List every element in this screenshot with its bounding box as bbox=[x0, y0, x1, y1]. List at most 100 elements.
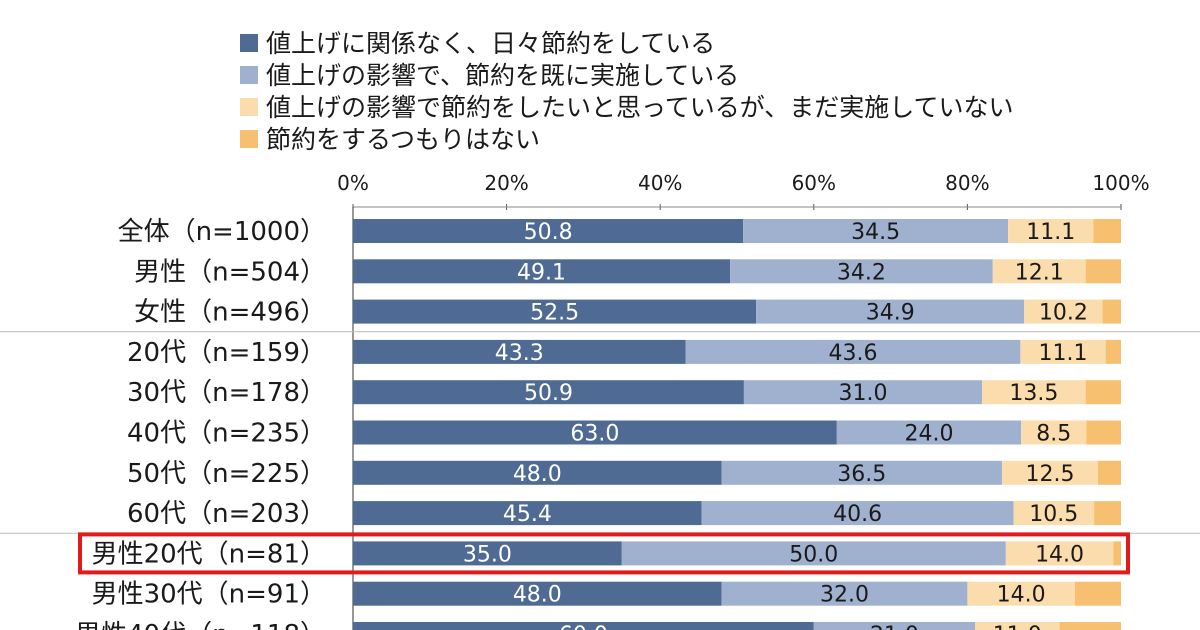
data-label: 40.6 bbox=[833, 502, 882, 527]
data-label: 60.0 bbox=[559, 623, 608, 630]
x-tick-label: 60% bbox=[792, 171, 836, 195]
bar-segment bbox=[701, 501, 1014, 526]
bar-segment bbox=[1020, 339, 1106, 364]
data-label: 43.3 bbox=[495, 341, 544, 366]
category-label: 男性40代（n=118） bbox=[75, 620, 326, 630]
data-label: 11.1 bbox=[1039, 341, 1088, 366]
data-label: 48.0 bbox=[513, 583, 562, 608]
category-label: 男性30代（n=91） bbox=[92, 580, 326, 610]
bar-segment bbox=[975, 622, 1060, 630]
category-label: 50代（n=225） bbox=[127, 459, 326, 489]
bar-segment bbox=[743, 219, 1009, 243]
bar-segment bbox=[1097, 460, 1121, 485]
bar-segment bbox=[1105, 339, 1121, 364]
bar-segment bbox=[813, 622, 976, 630]
legend-swatch bbox=[240, 130, 258, 148]
legend-label: 節約をするつもりはない bbox=[266, 125, 540, 154]
data-label: 63.0 bbox=[570, 422, 619, 447]
bar-segment bbox=[1093, 219, 1121, 243]
data-label: 21.0 bbox=[870, 623, 919, 630]
bar-segment bbox=[721, 581, 968, 606]
data-label: 11.0 bbox=[993, 623, 1042, 630]
bar-segment bbox=[353, 299, 757, 324]
data-label: 50.8 bbox=[524, 220, 573, 245]
data-label: 31.0 bbox=[838, 381, 887, 406]
legend-label: 値上げの影響で節約をしたいと思っているが、まだ実施していない bbox=[266, 93, 1014, 122]
bar-segment bbox=[1074, 581, 1121, 606]
data-label: 10.2 bbox=[1039, 301, 1088, 326]
bar-segment bbox=[1005, 541, 1114, 566]
data-label: 52.5 bbox=[530, 301, 579, 326]
data-label: 11.1 bbox=[1026, 220, 1075, 245]
bar-segment bbox=[730, 259, 993, 284]
bar-segment bbox=[1085, 259, 1121, 284]
legend-label: 値上げに関係なく、日々節約をしている bbox=[266, 29, 715, 58]
bar-segment bbox=[1113, 541, 1121, 566]
data-label: 43.6 bbox=[828, 341, 877, 366]
category-label: 男性（n=504） bbox=[134, 257, 326, 287]
data-label: 24.0 bbox=[905, 422, 954, 447]
category-label: 全体（n=1000） bbox=[118, 217, 326, 247]
bar-segment bbox=[353, 622, 814, 630]
bar-segment bbox=[353, 339, 686, 364]
data-label: 10.5 bbox=[1029, 502, 1078, 527]
bar-segment bbox=[992, 259, 1086, 284]
data-label: 50.0 bbox=[789, 542, 838, 567]
data-label: 49.1 bbox=[517, 260, 566, 285]
data-label: 45.4 bbox=[503, 502, 552, 527]
bar-segment bbox=[621, 541, 1006, 566]
bar-segment bbox=[836, 420, 1022, 445]
category-label: 女性（n=496） bbox=[134, 298, 326, 328]
category-label: 60代（n=203） bbox=[127, 499, 326, 529]
legend-swatch bbox=[240, 98, 258, 116]
bar-segment bbox=[1094, 501, 1121, 526]
data-label: 32.0 bbox=[820, 583, 869, 608]
data-label: 14.0 bbox=[1035, 542, 1084, 567]
bar-segment bbox=[1013, 501, 1095, 526]
bar-segment bbox=[1085, 380, 1121, 405]
bar-segment bbox=[1021, 420, 1087, 445]
bar-segment bbox=[1024, 299, 1103, 324]
category-label: 20代（n=159） bbox=[127, 338, 326, 368]
data-label: 34.5 bbox=[851, 220, 900, 245]
x-tick-label: 0% bbox=[337, 171, 369, 195]
data-label: 50.9 bbox=[524, 381, 573, 406]
x-tick-label: 100% bbox=[1092, 171, 1149, 195]
x-tick-label: 40% bbox=[638, 171, 682, 195]
data-label: 34.9 bbox=[866, 301, 915, 326]
data-label: 35.0 bbox=[463, 542, 512, 567]
bar-segment bbox=[353, 420, 837, 445]
category-label: 40代（n=235） bbox=[127, 419, 326, 449]
x-tick-label: 20% bbox=[484, 171, 528, 195]
bar-segment bbox=[353, 501, 702, 526]
bar-segment bbox=[1102, 299, 1121, 324]
data-label: 8.5 bbox=[1036, 422, 1071, 447]
highlight-box bbox=[78, 532, 1130, 575]
data-label: 34.2 bbox=[837, 260, 886, 285]
legend-swatch bbox=[240, 66, 258, 84]
legend-label: 値上げの影響で、節約を既に実施している bbox=[266, 61, 739, 90]
bar-segment bbox=[743, 380, 982, 405]
data-label: 48.0 bbox=[513, 462, 562, 487]
bar-segment bbox=[353, 581, 722, 606]
bar-segment bbox=[1008, 219, 1094, 243]
bar-segment bbox=[353, 460, 722, 485]
bar-segment bbox=[981, 380, 1086, 405]
data-label: 12.5 bbox=[1025, 462, 1074, 487]
bar-segment bbox=[1086, 420, 1121, 445]
bar-segment bbox=[1059, 622, 1121, 630]
bar-segment bbox=[685, 339, 1021, 364]
bar-segment bbox=[353, 259, 731, 284]
bar-segment bbox=[721, 460, 1002, 485]
bar-segment bbox=[967, 581, 1075, 606]
data-label: 13.5 bbox=[1009, 381, 1058, 406]
x-tick-label: 80% bbox=[945, 171, 989, 195]
bar-segment bbox=[1001, 460, 1098, 485]
bar-segment bbox=[353, 380, 744, 405]
data-label: 36.5 bbox=[837, 462, 886, 487]
legend-swatch bbox=[240, 34, 258, 52]
bar-segment bbox=[756, 299, 1025, 324]
data-label: 12.1 bbox=[1015, 260, 1064, 285]
bar-segment bbox=[353, 219, 744, 243]
